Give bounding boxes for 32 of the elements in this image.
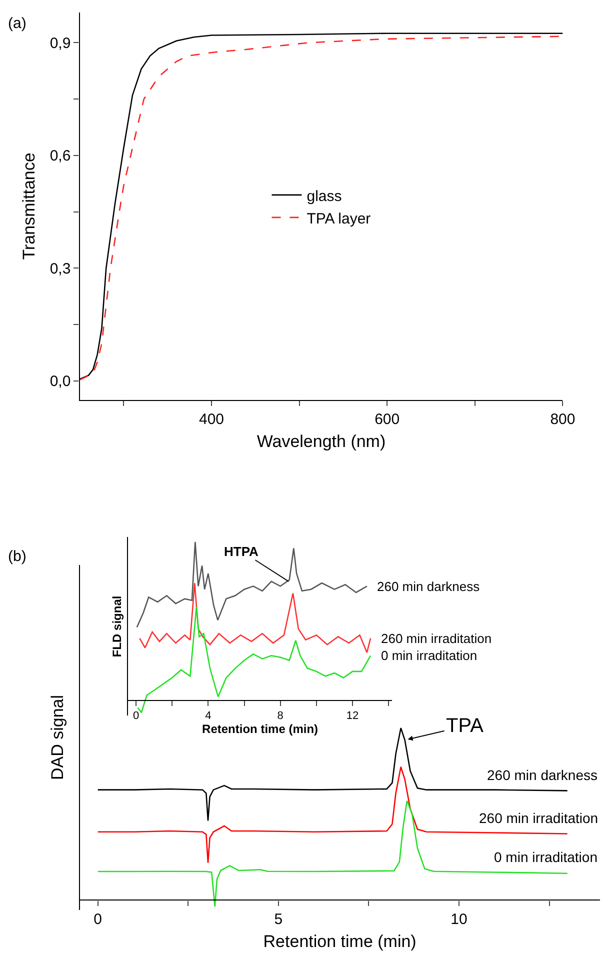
x-tick-label: 10 [450, 910, 468, 928]
series-label: 0 min irraditation [494, 849, 598, 865]
text: (a) [8, 15, 26, 32]
x-tick-label: 5 [274, 910, 283, 928]
x-tick-label: 4 [205, 710, 212, 722]
series-label: 260 min darkness [377, 579, 480, 594]
series-label: 260 min irraditation [381, 631, 492, 646]
annotation: TPA [446, 715, 484, 737]
y-tick-label: 0,0 [50, 373, 71, 390]
x-tick-label: 8 [277, 710, 284, 722]
x-axis-title: Retention time (min) [263, 932, 416, 952]
x-axis-title: Wavelength (nm) [256, 432, 386, 452]
legend-label: glass [306, 188, 342, 205]
y-axis-title: Transmittance [19, 152, 38, 260]
legend-label: TPA layer [306, 210, 371, 228]
annotation: HTPA [224, 544, 260, 559]
y-axis-title: FLD signal [110, 596, 124, 658]
series-label: 0 min irraditation [381, 648, 478, 663]
x-axis-title: Retention time (min) [202, 722, 318, 736]
x-tick-label: 12 [346, 710, 359, 722]
x-tick-label: 0 [94, 910, 102, 928]
y-tick-label: 0,3 [50, 260, 71, 278]
y-axis-title: DAD signal [48, 694, 68, 780]
x-tick-label: 800 [550, 410, 576, 428]
text: (b) [8, 548, 26, 565]
x-tick-label: 400 [198, 410, 224, 428]
series-label: 260 min irraditation [479, 810, 598, 826]
x-tick-label: 600 [374, 410, 400, 428]
y-tick-label: 0,6 [50, 148, 71, 165]
y-tick-label: 0,9 [50, 34, 71, 52]
x-tick-label: 0 [132, 710, 140, 722]
series-label: 260 min darkness [487, 767, 598, 783]
